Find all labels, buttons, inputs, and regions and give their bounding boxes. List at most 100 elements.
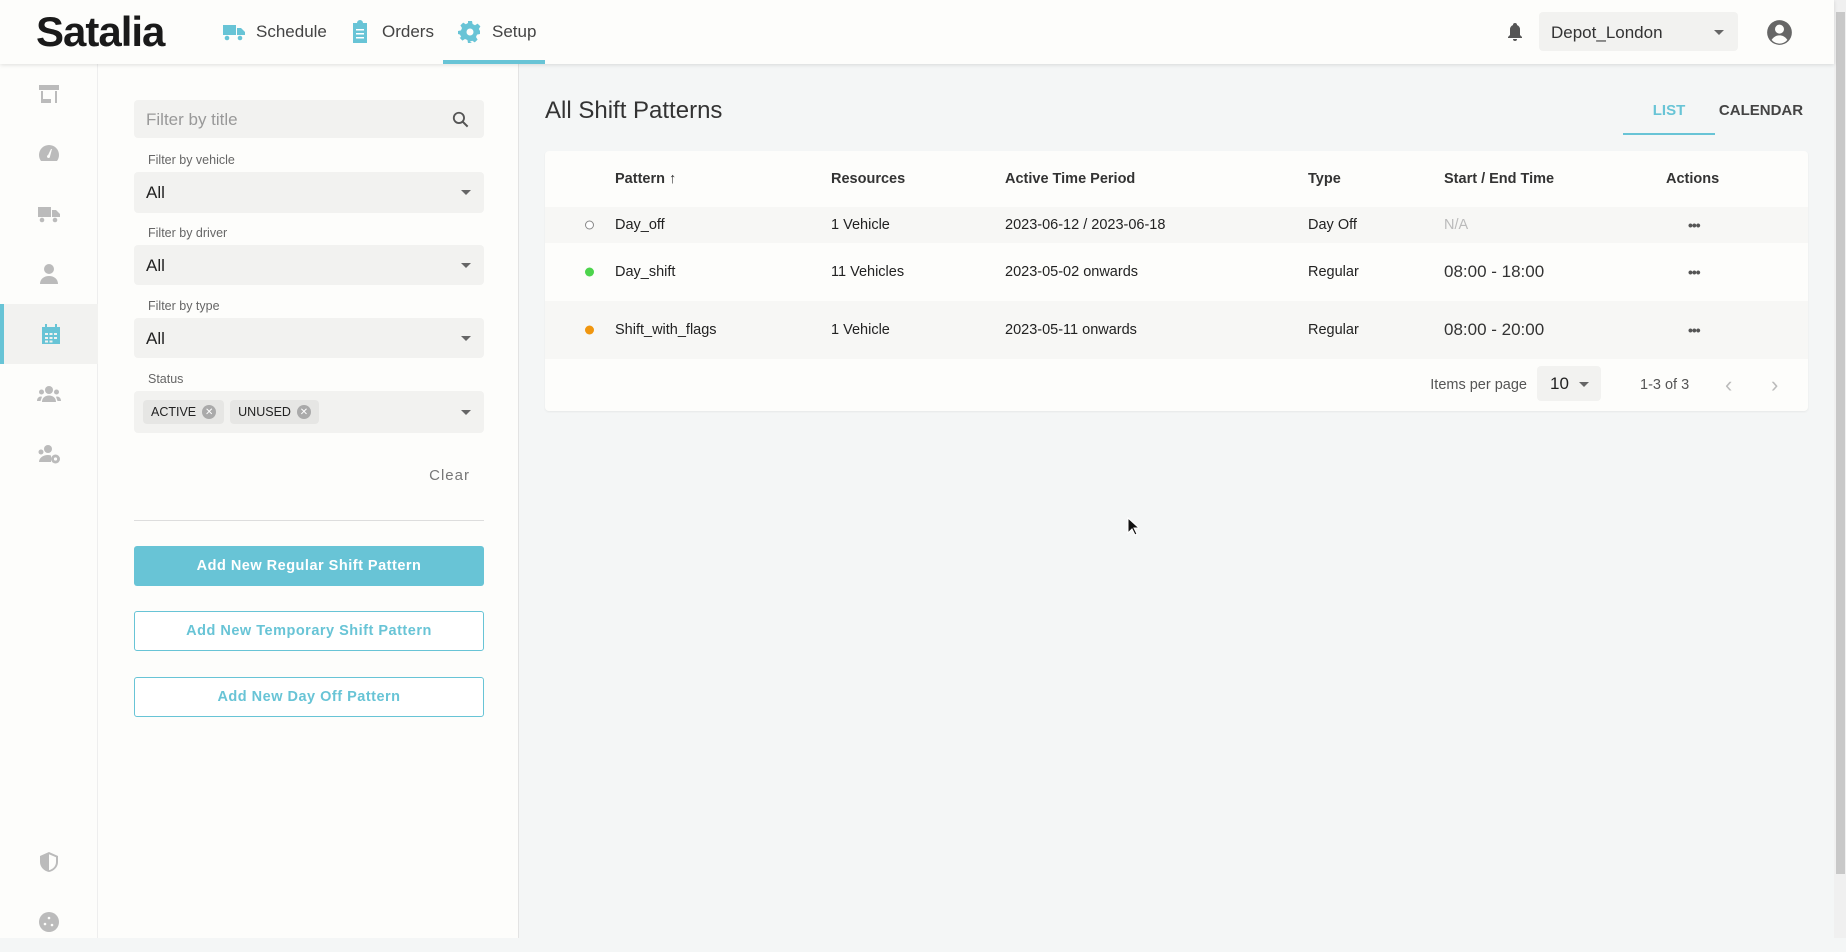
remove-chip-icon[interactable]: ✕: [202, 405, 217, 419]
add-temporary-shift-pattern-button[interactable]: Add New Temporary Shift Pattern: [134, 611, 484, 651]
column-header-resources: Resources: [831, 171, 906, 187]
nav-active-indicator: [443, 60, 545, 64]
nav-schedule[interactable]: Schedule: [222, 0, 327, 64]
pattern-name: Day_shift: [615, 264, 676, 280]
time: 08:00 - 20:00: [1444, 320, 1545, 339]
more-actions-icon[interactable]: •••: [1688, 264, 1701, 280]
add-day-off-pattern-button[interactable]: Add New Day Off Pattern: [134, 677, 484, 717]
driver-filter-label: Filter by driver: [148, 226, 228, 240]
title-filter-placeholder: Filter by title: [146, 110, 238, 129]
status-chip-unused: UNUSED ✕: [230, 400, 319, 424]
account-icon[interactable]: [1766, 19, 1793, 46]
tab-calendar[interactable]: CALENDAR: [1718, 102, 1804, 119]
scrollbar-thumb[interactable]: [1836, 12, 1845, 874]
table-row[interactable]: Day_shift 11 Vehicles 2023-05-02 onwards…: [545, 243, 1808, 301]
gear-icon: [458, 21, 481, 43]
pattern-name: Day_off: [615, 217, 665, 233]
clear-filters-button[interactable]: Clear: [429, 467, 470, 484]
truck-icon: [38, 207, 60, 223]
status-filter-label: Status: [148, 372, 184, 386]
status-dot-unused: [585, 220, 594, 230]
resources: 11 Vehicles: [831, 264, 905, 280]
next-page-button[interactable]: ›: [1771, 372, 1779, 397]
page-title: All Shift Patterns: [545, 97, 723, 124]
column-header-start-end-time: Start / End Time: [1444, 171, 1555, 187]
status-chip-active: ACTIVE ✕: [143, 400, 225, 424]
shield-icon: [40, 852, 58, 872]
sort-ascending-icon: ↑: [669, 171, 677, 187]
rail-item-depots[interactable]: [0, 64, 98, 124]
clipboard-icon: [353, 20, 367, 43]
column-header-pattern[interactable]: Pattern ↑: [615, 171, 676, 187]
add-regular-shift-pattern-button[interactable]: Add New Regular Shift Pattern: [134, 546, 484, 586]
rail-item-privacy[interactable]: [0, 832, 98, 892]
rail-item-team-settings[interactable]: [0, 424, 98, 484]
rail-item-shift-patterns[interactable]: [0, 304, 98, 364]
more-actions-icon[interactable]: •••: [1688, 322, 1701, 338]
type: Day Off: [1308, 217, 1357, 233]
bell-icon[interactable]: [1506, 22, 1524, 42]
chevron-down-icon: [461, 263, 471, 268]
tab-active-indicator: [1623, 133, 1715, 135]
vehicle-filter-label: Filter by vehicle: [148, 153, 235, 167]
column-header-type: Type: [1308, 171, 1341, 187]
cookie-icon: [39, 912, 59, 932]
active-period: 2023-05-02 onwards: [1005, 264, 1139, 280]
type-filter-select[interactable]: All: [134, 318, 484, 358]
more-actions-icon[interactable]: •••: [1688, 217, 1701, 233]
search-icon[interactable]: [451, 110, 470, 129]
resources: 1 Vehicle: [831, 322, 890, 338]
chevron-down-icon: [461, 336, 471, 341]
group-icon: [37, 386, 61, 402]
time: N/A: [1444, 217, 1469, 233]
rail-item-teams[interactable]: [0, 364, 98, 424]
calendar-icon: [42, 324, 60, 344]
nav-setup[interactable]: Setup: [458, 0, 536, 64]
remove-chip-icon[interactable]: ✕: [296, 405, 311, 419]
mouse-cursor-icon: [1127, 517, 1139, 536]
rail-item-drivers[interactable]: [0, 244, 98, 304]
nav-setup-label: Setup: [492, 22, 537, 41]
logo[interactable]: Satalia: [36, 8, 165, 55]
depot-select[interactable]: Depot_London: [1539, 12, 1738, 51]
previous-page-button[interactable]: ‹: [1725, 372, 1733, 397]
chevron-down-icon: [461, 190, 471, 195]
depot-value: Depot_London: [1551, 23, 1663, 42]
column-label: Pattern: [615, 171, 665, 187]
shift-patterns-table: Pattern ↑ Resources Active Time Period T…: [545, 151, 1808, 411]
chevron-down-icon: [1714, 30, 1724, 35]
nav-orders[interactable]: Orders: [348, 0, 434, 64]
table-row[interactable]: Shift_with_flags 1 Vehicle 2023-05-11 on…: [545, 301, 1808, 359]
driver-filter-select[interactable]: All: [134, 245, 484, 285]
type-filter-value: All: [146, 329, 165, 348]
title-filter-input[interactable]: Filter by title: [134, 100, 484, 138]
chevron-down-icon: [461, 410, 471, 415]
table-header: Pattern ↑ Resources Active Time Period T…: [545, 151, 1808, 207]
status-filter-select[interactable]: ACTIVE ✕ UNUSED ✕: [134, 391, 484, 433]
chevron-down-icon: [1579, 382, 1589, 387]
items-per-page-value: 10: [1550, 374, 1569, 393]
rail-item-cookies[interactable]: [0, 892, 98, 952]
nav-schedule-label: Schedule: [256, 22, 327, 41]
rail-item-dashboard[interactable]: [0, 124, 98, 184]
pattern-name: Shift_with_flags: [615, 322, 717, 338]
group-settings-icon: [38, 445, 60, 464]
tab-list[interactable]: LIST: [1652, 102, 1686, 119]
type: Regular: [1308, 322, 1359, 338]
side-rail: [0, 64, 98, 938]
status-chip-label: UNUSED: [238, 405, 291, 419]
pagination: Items per page 10 1-3 of 3 ‹ ›: [545, 359, 1808, 411]
driver-filter-value: All: [146, 256, 165, 275]
top-bar: Satalia Schedule Orders Setup Depot_Lond…: [0, 0, 1834, 64]
filter-panel: Filter by title Filter by vehicle All Fi…: [98, 64, 519, 938]
rail-item-vehicles[interactable]: [0, 184, 98, 244]
column-header-actions: Actions: [1666, 171, 1720, 187]
active-period: 2023-06-12 / 2023-06-18: [1005, 217, 1166, 233]
page-range: 1-3 of 3: [1640, 377, 1690, 393]
vehicle-filter-select[interactable]: All: [134, 172, 484, 213]
items-per-page-label: Items per page: [1430, 377, 1527, 393]
items-per-page-select[interactable]: 10: [1537, 366, 1601, 401]
table-row[interactable]: Day_off 1 Vehicle 2023-06-12 / 2023-06-1…: [545, 207, 1808, 243]
type-filter-label: Filter by type: [148, 299, 220, 313]
active-period: 2023-05-11 onwards: [1005, 322, 1137, 338]
